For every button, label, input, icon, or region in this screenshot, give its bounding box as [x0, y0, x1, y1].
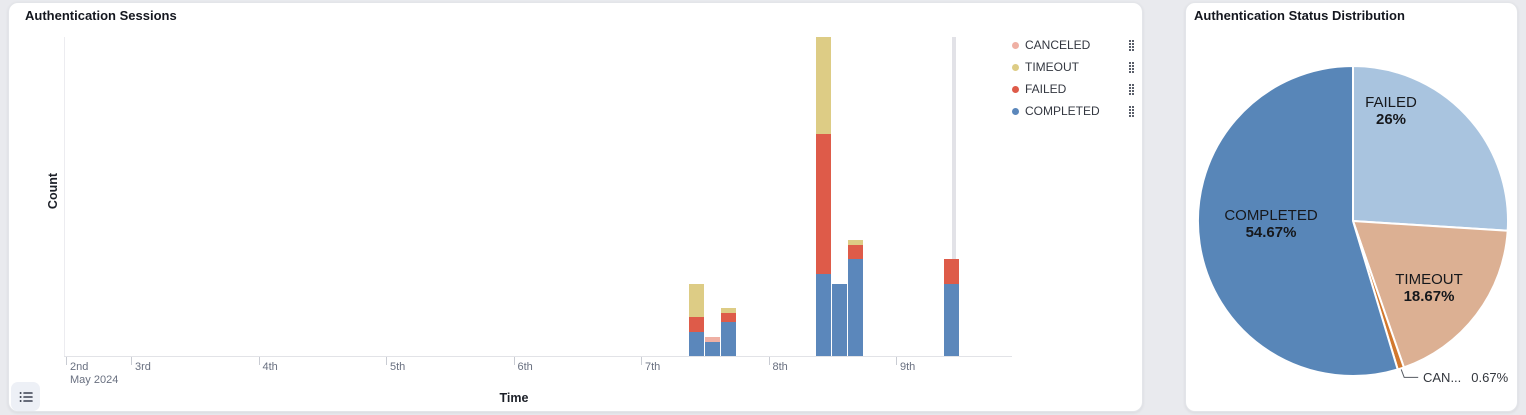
x-axis-ticks: 2nd May 2024 3rd 4th 5th 6th 7th 8th 9th — [64, 357, 1012, 393]
x-tick-label-5th: 5th — [390, 361, 406, 373]
bar-may-8-12-00 — [832, 283, 848, 356]
x-tick-mark — [258, 357, 260, 365]
legend-drag-handle[interactable] — [1127, 104, 1136, 119]
legend-item-label: COMPLETED — [1025, 104, 1100, 118]
x-tick-label-2nd: 2nd May 2024 — [70, 361, 119, 386]
bar-segment-completed — [720, 322, 736, 356]
bar-may-7-09-00 — [688, 283, 704, 356]
auth-status-panel: Authentication Status Distribution FAILE… — [1185, 2, 1518, 412]
x-tick-label-8th: 8th — [772, 361, 788, 373]
pie-slice-failed — [1352, 64, 1510, 232]
pie-label-canceled-callout: CAN... 0.67% — [1423, 369, 1519, 386]
x-axis-period-label: May 2024 — [70, 374, 119, 386]
bar-segment-failed — [943, 259, 959, 284]
bar-segment-failed — [848, 244, 864, 260]
bar-may-7-12-00 — [704, 336, 720, 356]
bar-segment-timeout — [816, 36, 832, 134]
legend-color-dot — [1012, 107, 1019, 115]
bar-may-8-09-00 — [816, 36, 832, 356]
x-tick-mark — [386, 357, 387, 365]
legend-item-completed[interactable]: COMPLETED — [1012, 100, 1136, 122]
x-tick-mark — [66, 357, 67, 365]
bar-segment-timeout — [688, 283, 704, 318]
y-axis-title: Count — [46, 172, 60, 210]
bar-may-9-09-00 — [943, 259, 959, 356]
bar-segment-completed — [688, 331, 704, 356]
bar-chart-title: Authentication Sessions — [25, 8, 177, 23]
bar-segment-completed — [704, 341, 720, 356]
bar-chart-plot-area — [64, 36, 1001, 356]
pie-label-failed-pct: 26% — [1375, 111, 1407, 128]
bar-segment-timeout — [848, 240, 864, 245]
list-icon — [18, 389, 34, 405]
auth-sessions-panel: Authentication Sessions Count 2nd May 202… — [8, 2, 1143, 412]
x-tick-mark — [131, 357, 132, 365]
bar-segment-completed — [943, 283, 959, 356]
x-axis-line — [64, 356, 1012, 357]
legend-item-timeout[interactable]: TIMEOUT — [1012, 56, 1136, 78]
pie-chart-title: Authentication Status Distribution — [1194, 8, 1405, 23]
legend-color-dot — [1012, 63, 1019, 71]
bar-segment-failed — [720, 312, 736, 323]
y-axis-line — [64, 37, 65, 356]
legend-drag-handle[interactable] — [1127, 60, 1136, 75]
x-tick-mark — [513, 357, 515, 365]
x-tick-label-6th: 6th — [517, 361, 533, 373]
bar-segment-failed — [688, 317, 704, 332]
pie-label-timeout: TIMEOUT 18.67% — [1374, 271, 1484, 305]
legend-item-label: CANCELED — [1025, 38, 1091, 52]
x-tick-label-9th: 9th — [900, 361, 916, 373]
legend-item-canceled[interactable]: CANCELED — [1012, 34, 1136, 56]
bar-segment-failed — [816, 133, 832, 274]
legend-item-label: FAILED — [1025, 82, 1067, 96]
current-time-marker — [952, 37, 956, 356]
pie-label-failed: FAILED 26% — [1336, 94, 1446, 128]
x-tick-mark — [768, 357, 770, 365]
bar-segment-completed — [832, 283, 848, 356]
x-tick-label-3rd: 3rd — [135, 361, 151, 373]
bar-segment-completed — [816, 273, 832, 356]
pie-label-timeout-name: TIMEOUT — [1395, 271, 1463, 288]
pie-label-failed-name: FAILED — [1365, 94, 1417, 111]
pie-slice-completed — [1196, 64, 1399, 377]
legend-color-dot — [1012, 41, 1019, 49]
legend-drag-handle[interactable] — [1127, 82, 1136, 97]
x-tick-mark — [896, 357, 897, 365]
pie-label-completed-pct: 54.67% — [1245, 224, 1297, 241]
pie-chart — [1196, 64, 1510, 378]
pie-label-completed-name: COMPLETED — [1224, 207, 1318, 224]
legend-list-toggle-button[interactable] — [11, 382, 40, 411]
x-tick-mark — [641, 357, 642, 365]
pie-label-canceled-name: CAN... — [1423, 370, 1462, 385]
x-axis-title: Time — [499, 391, 529, 405]
chart-legend: CANCELED TIMEOUT FAILED COMPLETED — [1012, 34, 1136, 122]
pie-label-canceled-pct: 0.67% — [1471, 370, 1509, 385]
legend-item-label: TIMEOUT — [1025, 60, 1079, 74]
pie-callout-leader-line — [1400, 369, 1419, 378]
legend-color-dot — [1012, 85, 1019, 93]
bar-segment-completed — [848, 259, 864, 356]
x-tick-label-4th: 4th — [262, 361, 278, 373]
bar-segment-timeout — [720, 307, 736, 313]
pie-label-timeout-pct: 18.67% — [1403, 288, 1455, 305]
legend-item-failed[interactable]: FAILED — [1012, 78, 1136, 100]
bar-may-7-15-00 — [720, 307, 736, 356]
bar-may-8-15-00 — [848, 240, 864, 356]
legend-drag-handle[interactable] — [1127, 38, 1136, 53]
bar-segment-canceled — [704, 336, 720, 342]
pie-label-completed: COMPLETED 54.67% — [1216, 207, 1326, 241]
x-tick-label-7th: 7th — [645, 361, 661, 373]
